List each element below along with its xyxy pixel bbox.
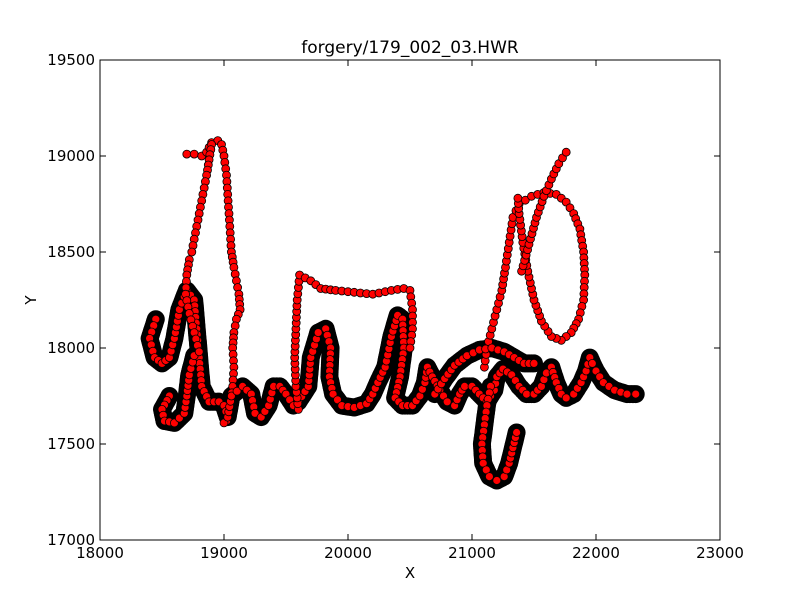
- y-axis-title: Y: [22, 295, 40, 306]
- trajectory-point: [512, 428, 521, 437]
- y-tick-label: 19500: [47, 51, 95, 69]
- x-tick-label: 18000: [76, 544, 124, 562]
- trajectory-point: [513, 193, 523, 203]
- trajectory-point: [622, 389, 632, 399]
- y-tick-label: 17500: [47, 435, 95, 453]
- trajectory-point: [187, 247, 197, 257]
- trajectory-point: [232, 386, 242, 396]
- trajectory-point: [561, 393, 571, 403]
- trajectory-point: [313, 328, 323, 338]
- trajectory-point: [226, 391, 236, 401]
- x-tick-label: 19000: [200, 544, 248, 562]
- x-tick-label: 23000: [696, 544, 744, 562]
- plot-frame: [99, 59, 721, 541]
- trajectory-point: [182, 149, 192, 159]
- y-tick-label: 18000: [47, 339, 95, 357]
- trajectory-point: [561, 147, 571, 157]
- trajectory-point: [328, 389, 338, 399]
- x-tick-label: 21000: [448, 544, 496, 562]
- pen-trajectory-series: [145, 136, 641, 485]
- x-axis-title: X: [405, 564, 415, 582]
- y-tick-label: 18500: [47, 243, 95, 261]
- trajectory-point: [405, 343, 415, 353]
- trajectory-point: [460, 381, 470, 391]
- trajectory-point: [587, 358, 597, 368]
- y-tick-label: 19000: [47, 147, 95, 165]
- x-axis: 18000 19000 20000 21000 22000 23000: [76, 60, 744, 562]
- trajectory-point: [333, 395, 342, 405]
- trajectory-point: [529, 358, 539, 368]
- data-marks: [140, 136, 645, 490]
- y-tick-label: 17000: [47, 531, 95, 549]
- trajectory-point: [189, 149, 199, 159]
- y-axis: 17000 17500 18000 18500 19000 19500: [47, 51, 720, 549]
- trajectory-point: [492, 476, 502, 485]
- trajectory-point: [194, 347, 204, 357]
- trajectory-point: [484, 472, 494, 482]
- x-tick-label: 22000: [572, 544, 620, 562]
- trajectory-point: [442, 397, 452, 407]
- chart-title: forgery/179_002_03.HWR: [301, 38, 519, 58]
- x-tick-label: 20000: [324, 544, 372, 562]
- trajectory-point: [522, 389, 531, 399]
- trajectory-point: [631, 389, 641, 399]
